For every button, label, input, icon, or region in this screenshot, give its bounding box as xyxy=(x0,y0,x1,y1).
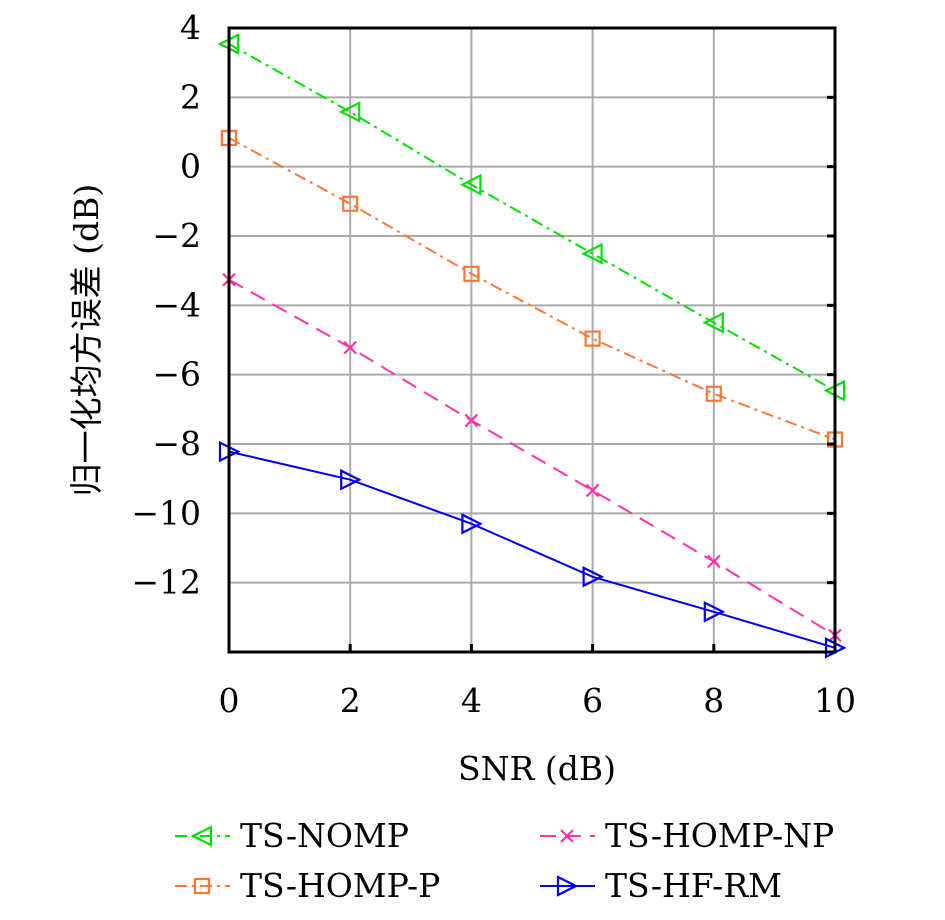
triangle-left-marker xyxy=(581,242,603,265)
square-marker xyxy=(463,265,480,282)
series-line xyxy=(228,278,836,637)
series-ts-homp-np xyxy=(222,272,842,643)
legend-label: TS-HOMP-P xyxy=(240,866,440,905)
series-ts-nomp xyxy=(217,33,846,402)
triangle-right-marker xyxy=(703,601,726,623)
series-ts-homp-p xyxy=(220,129,844,448)
legend-item: TS-HF-RM xyxy=(540,866,782,905)
y-tick-label: −4 xyxy=(152,285,201,324)
series-line xyxy=(228,43,836,392)
y-tick-label: 2 xyxy=(180,77,201,116)
x-tick-label: 6 xyxy=(582,681,603,720)
square-marker xyxy=(584,330,601,347)
triangle-left-marker xyxy=(338,101,361,123)
x-marker-stroke xyxy=(707,554,721,569)
y-tick-label: −12 xyxy=(131,563,201,602)
y-axis-label: 归一化均方误差 (dB) xyxy=(67,184,106,497)
triangle-right-marker xyxy=(340,468,362,491)
square-marker xyxy=(705,385,722,402)
legend-label: TS-HOMP-NP xyxy=(605,816,834,855)
x-marker-stroke xyxy=(343,340,357,355)
x-marker xyxy=(343,340,357,355)
x-marker xyxy=(585,483,600,498)
square-marker xyxy=(193,877,211,895)
square-marker xyxy=(342,195,359,212)
x-tick-label: 10 xyxy=(814,681,856,720)
triangle-right-marker xyxy=(461,512,483,535)
y-tick-label: 4 xyxy=(180,8,201,47)
legend-label: TS-NOMP xyxy=(240,816,409,855)
legend-item: TS-HOMP-NP xyxy=(540,816,834,855)
triangle-left-marker xyxy=(459,173,482,196)
y-tick-label: −10 xyxy=(131,493,201,532)
y-tick-label: −8 xyxy=(152,424,201,463)
legend-item: TS-NOMP xyxy=(175,816,409,855)
x-marker-stroke xyxy=(464,413,479,428)
x-marker xyxy=(560,829,574,843)
y-tick-label: −6 xyxy=(152,355,201,394)
x-axis-label: SNR (dB) xyxy=(458,749,616,788)
x-marker-stroke xyxy=(585,483,600,498)
triangle-left-marker xyxy=(702,311,724,334)
x-marker-stroke xyxy=(560,829,574,843)
x-marker xyxy=(707,554,721,569)
series-line xyxy=(228,137,836,441)
legend-label: TS-HF-RM xyxy=(605,866,782,905)
series-line xyxy=(228,450,836,649)
x-tick-label: 8 xyxy=(703,681,724,720)
legend-item: TS-HOMP-P xyxy=(175,866,440,905)
series-ts-hf-rm xyxy=(218,440,847,659)
triangle-right-marker xyxy=(556,875,579,897)
triangle-left-marker xyxy=(190,825,213,847)
y-tick-label: 0 xyxy=(180,147,201,186)
x-tick-label: 2 xyxy=(340,681,361,720)
x-marker xyxy=(464,413,479,428)
legend: TS-NOMP TS-HOMP-NP TS-HOMP-P TS-HF-RM xyxy=(175,816,834,905)
x-tick-label: 4 xyxy=(461,681,482,720)
x-tick-label: 0 xyxy=(219,681,240,720)
plot-frame xyxy=(227,26,837,654)
triangle-right-marker xyxy=(582,565,605,588)
y-tick-label: −2 xyxy=(152,216,201,255)
